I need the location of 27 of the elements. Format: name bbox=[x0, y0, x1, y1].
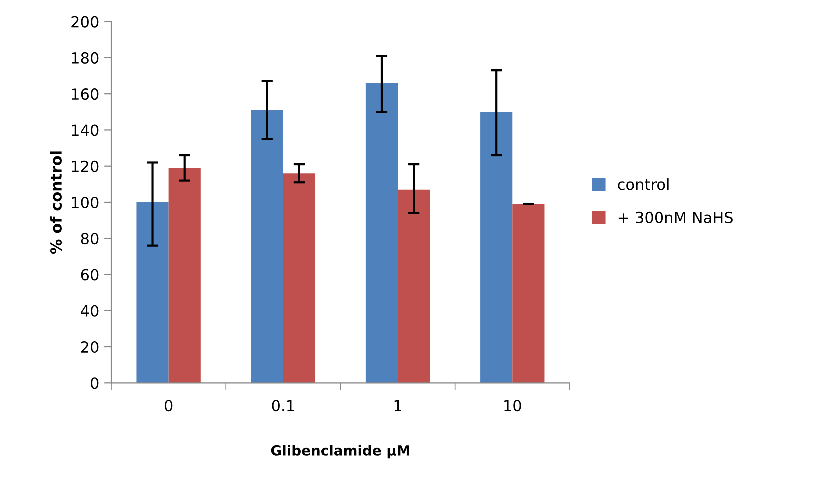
y-tick-label: 40 bbox=[81, 305, 99, 317]
y-tick-label: 160 bbox=[72, 88, 99, 100]
legend-label: control bbox=[618, 178, 669, 190]
y-tick-label: 180 bbox=[72, 52, 99, 64]
y-tick-label: 80 bbox=[81, 233, 99, 245]
bar bbox=[398, 190, 430, 384]
y-axis-title: % of control bbox=[50, 152, 62, 254]
x-tick-label: 0.1 bbox=[272, 400, 294, 412]
x-tick-label: 1 bbox=[394, 400, 402, 412]
bar bbox=[366, 83, 398, 384]
x-axis-title: Glibenclamide μM bbox=[271, 445, 410, 459]
y-tick-label: 200 bbox=[72, 16, 99, 28]
y-tick-label: 100 bbox=[72, 196, 99, 209]
y-tick-label: 20 bbox=[81, 341, 99, 354]
bar bbox=[283, 174, 316, 384]
bar bbox=[512, 204, 545, 384]
bar bbox=[251, 110, 284, 384]
y-tick-label: 60 bbox=[81, 269, 99, 281]
bar bbox=[168, 168, 201, 384]
x-tick-label: 0 bbox=[164, 400, 173, 412]
legend-label: + 300nM NaHS bbox=[618, 212, 733, 224]
y-tick-label: 0 bbox=[90, 378, 99, 390]
bar bbox=[136, 202, 169, 384]
y-tick-label: 120 bbox=[72, 160, 99, 172]
bar bbox=[480, 112, 513, 384]
y-tick-label: 140 bbox=[72, 124, 99, 136]
x-tick-label: 10 bbox=[504, 400, 522, 412]
